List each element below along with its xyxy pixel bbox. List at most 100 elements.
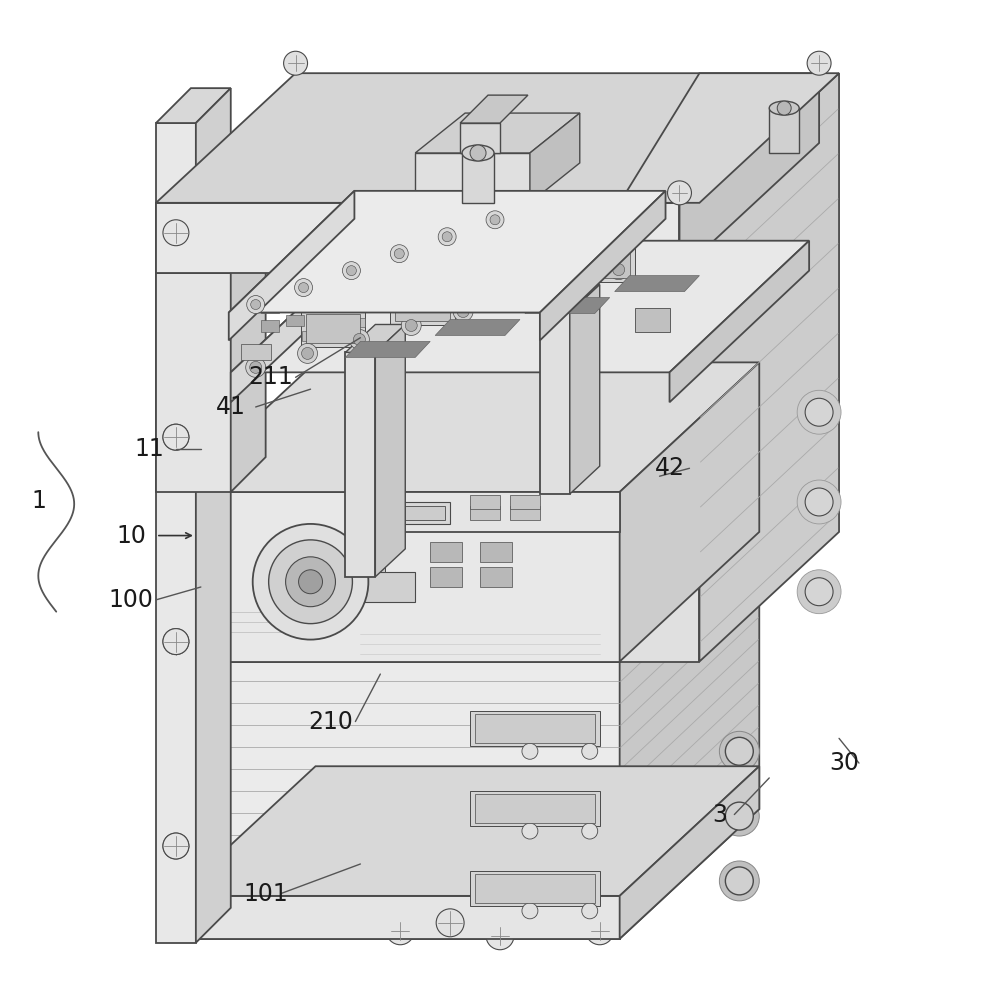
Circle shape bbox=[390, 245, 408, 263]
Polygon shape bbox=[350, 492, 620, 532]
Bar bbox=[635, 308, 670, 332]
Text: 101: 101 bbox=[243, 882, 288, 906]
Polygon shape bbox=[156, 88, 231, 123]
Polygon shape bbox=[156, 273, 231, 492]
Circle shape bbox=[163, 425, 189, 450]
Polygon shape bbox=[620, 362, 759, 662]
Polygon shape bbox=[231, 241, 370, 403]
Polygon shape bbox=[176, 662, 620, 938]
Polygon shape bbox=[570, 285, 600, 494]
Circle shape bbox=[668, 181, 691, 204]
Circle shape bbox=[486, 922, 514, 949]
Circle shape bbox=[346, 266, 356, 276]
Bar bbox=[360, 502, 450, 524]
Polygon shape bbox=[176, 492, 620, 662]
Bar bbox=[480, 542, 512, 561]
Bar bbox=[470, 871, 600, 906]
Circle shape bbox=[522, 823, 538, 839]
Circle shape bbox=[586, 917, 614, 944]
Bar bbox=[241, 344, 271, 360]
Circle shape bbox=[807, 52, 831, 75]
Circle shape bbox=[582, 823, 598, 839]
Circle shape bbox=[777, 101, 791, 115]
Polygon shape bbox=[229, 190, 354, 340]
Bar bbox=[470, 711, 600, 746]
Text: 100: 100 bbox=[109, 588, 153, 612]
Text: 30: 30 bbox=[829, 751, 859, 775]
Bar bbox=[430, 566, 462, 586]
Polygon shape bbox=[620, 532, 759, 938]
Text: 42: 42 bbox=[655, 456, 685, 480]
Bar bbox=[335, 550, 385, 571]
Polygon shape bbox=[540, 312, 570, 494]
Circle shape bbox=[805, 577, 833, 606]
Text: 3: 3 bbox=[712, 803, 727, 826]
Text: 211: 211 bbox=[248, 365, 293, 389]
Circle shape bbox=[295, 279, 313, 297]
Bar bbox=[302, 331, 314, 341]
Bar bbox=[475, 714, 595, 743]
Bar bbox=[509, 276, 521, 286]
Circle shape bbox=[436, 909, 464, 936]
Circle shape bbox=[805, 488, 833, 516]
Circle shape bbox=[405, 319, 417, 331]
Polygon shape bbox=[620, 766, 759, 938]
Circle shape bbox=[298, 343, 318, 363]
Polygon shape bbox=[345, 352, 375, 576]
Circle shape bbox=[509, 292, 521, 304]
Ellipse shape bbox=[462, 145, 494, 161]
Circle shape bbox=[582, 903, 598, 919]
Polygon shape bbox=[231, 241, 809, 372]
Bar bbox=[395, 292, 450, 321]
Circle shape bbox=[353, 333, 365, 345]
Polygon shape bbox=[176, 532, 759, 662]
Circle shape bbox=[163, 629, 189, 655]
Polygon shape bbox=[176, 362, 759, 492]
Circle shape bbox=[302, 347, 314, 359]
Circle shape bbox=[719, 731, 759, 771]
Circle shape bbox=[557, 274, 577, 294]
Ellipse shape bbox=[769, 101, 799, 115]
Circle shape bbox=[247, 296, 265, 313]
Text: 210: 210 bbox=[308, 709, 353, 733]
Polygon shape bbox=[670, 241, 809, 403]
Circle shape bbox=[486, 211, 504, 229]
Circle shape bbox=[561, 278, 573, 290]
Polygon shape bbox=[462, 153, 494, 202]
Polygon shape bbox=[460, 95, 528, 123]
Circle shape bbox=[251, 300, 261, 310]
Circle shape bbox=[163, 220, 189, 246]
Circle shape bbox=[582, 743, 598, 759]
Polygon shape bbox=[415, 153, 530, 202]
Circle shape bbox=[522, 743, 538, 759]
Polygon shape bbox=[540, 285, 600, 312]
Bar bbox=[470, 495, 500, 509]
Circle shape bbox=[163, 220, 189, 246]
Circle shape bbox=[725, 867, 753, 895]
Polygon shape bbox=[530, 113, 580, 202]
Circle shape bbox=[299, 283, 309, 293]
Bar bbox=[430, 542, 462, 561]
Polygon shape bbox=[679, 73, 819, 273]
Bar bbox=[475, 795, 595, 823]
Circle shape bbox=[438, 228, 456, 246]
Bar bbox=[510, 506, 540, 520]
Bar bbox=[485, 270, 540, 300]
Circle shape bbox=[394, 249, 404, 259]
Circle shape bbox=[719, 861, 759, 901]
Bar bbox=[261, 320, 279, 332]
Text: 1: 1 bbox=[32, 489, 47, 513]
Circle shape bbox=[805, 398, 833, 427]
Bar bbox=[286, 295, 304, 307]
Polygon shape bbox=[615, 276, 699, 292]
Circle shape bbox=[797, 569, 841, 614]
Polygon shape bbox=[345, 341, 430, 357]
Bar bbox=[405, 304, 417, 313]
Bar bbox=[301, 310, 365, 347]
Circle shape bbox=[505, 288, 525, 308]
Circle shape bbox=[442, 232, 452, 242]
Polygon shape bbox=[231, 238, 266, 492]
Polygon shape bbox=[460, 123, 500, 153]
Bar bbox=[306, 313, 360, 343]
Circle shape bbox=[253, 524, 368, 640]
